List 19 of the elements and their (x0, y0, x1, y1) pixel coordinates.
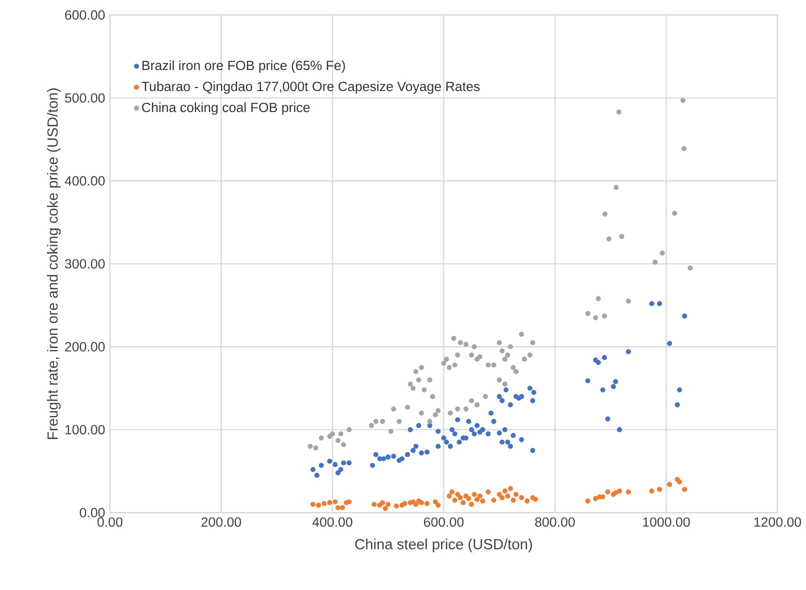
x-tick-label: 600.00 (424, 518, 464, 527)
x-tick-label: 0.00 (97, 518, 122, 527)
x-tick-label: 200.00 (201, 518, 242, 527)
legend-label: China coking coal FOB price (142, 102, 310, 115)
y-tick-label: 500.00 (65, 93, 105, 103)
y-tick-label: 600.00 (65, 10, 105, 20)
x-tick-label: 400.00 (312, 518, 352, 527)
y-axis-title: Freught rate, iron ore and coking coke price (USD/ton) (46, 88, 61, 440)
y-tick-label: 100.00 (65, 425, 105, 435)
x-tick-label: 1000.00 (643, 518, 690, 527)
x-tick-label: 1200.00 (754, 518, 802, 527)
y-tick-label: 400.00 (64, 176, 105, 186)
y-tick-label: 200.00 (65, 342, 105, 352)
x-axis-title: China steel price (USD/ton) (355, 538, 532, 552)
legend-label: Brazil iron ore FOB price (65% Fe) (142, 60, 345, 74)
legend-label: Tubarao - Qingdao 177,000t Ore Capesize Voyage Rates (142, 82, 480, 94)
y-tick-label: 0.00 (80, 508, 105, 518)
y-tick-label: 300.00 (64, 259, 105, 269)
x-tick-label: 800.00 (535, 518, 575, 527)
